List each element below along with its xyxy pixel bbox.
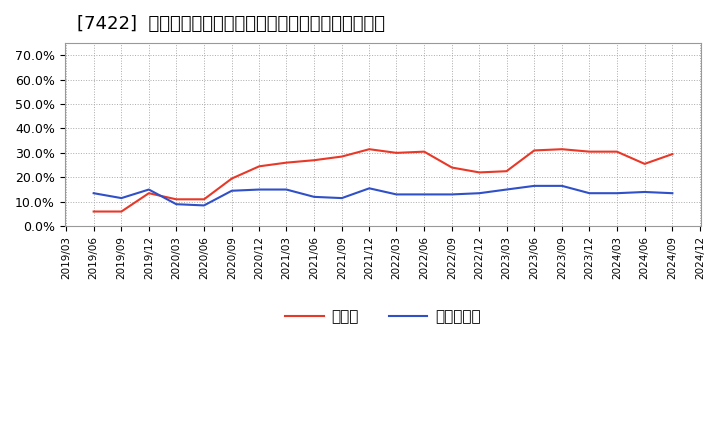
Line: 現預金: 現預金: [94, 149, 672, 212]
Line: 有利子負債: 有利子負債: [94, 186, 672, 205]
Legend: 現預金, 有利子負債: 現預金, 有利子負債: [279, 304, 487, 331]
Text: [7422]  現預金、有利子負債の総資産に対する比率の推移: [7422] 現預金、有利子負債の総資産に対する比率の推移: [78, 15, 385, 33]
